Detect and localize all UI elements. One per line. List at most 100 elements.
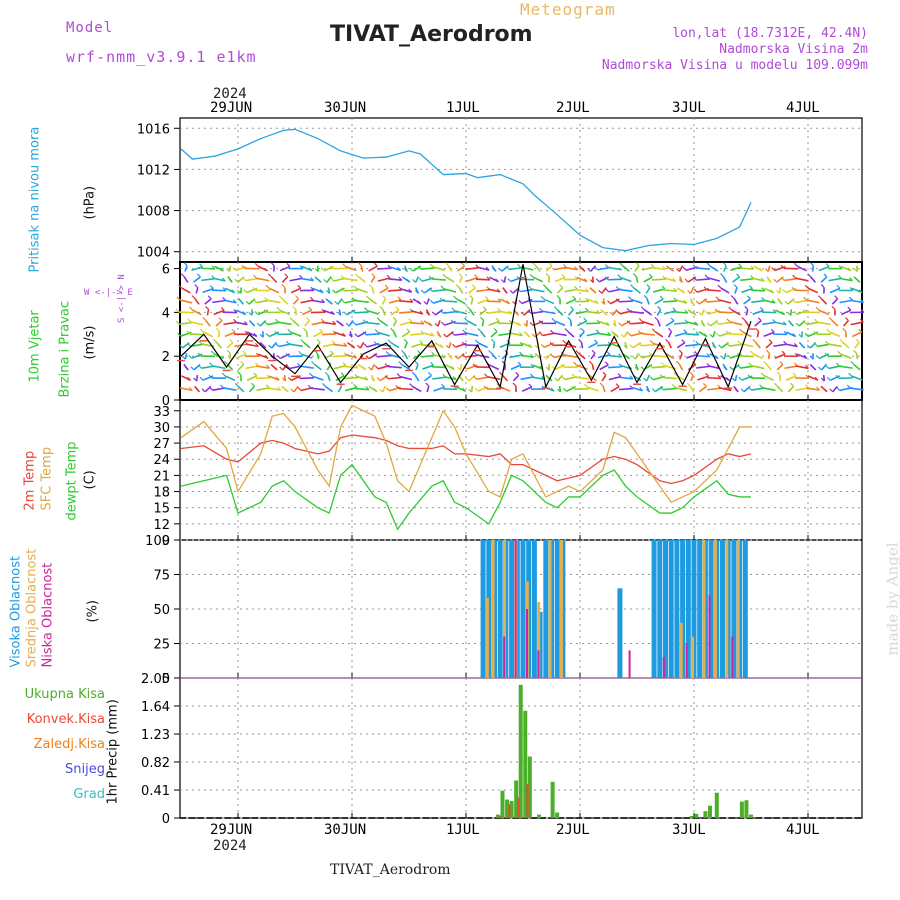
wind-barb-head [474,339,479,344]
wind-barb-head [770,289,774,294]
date-label: 4JUL [786,822,820,838]
wind-barb [807,287,819,294]
wind-barb [202,287,214,294]
wind-barb-head [526,333,531,338]
mid-cloud-bar [485,597,489,678]
wind-barb-head [263,308,268,313]
wind-barb-head [594,266,599,271]
elevation-label: Nadmorska Visina 2m [719,42,868,57]
wind-barb-head [684,309,689,314]
wind-barb [432,353,446,359]
wind-barb-head [242,350,247,355]
wind-barb [776,385,784,393]
wind-barb-head [776,371,781,376]
wind-barb [853,363,861,371]
wind-barb [829,287,841,294]
wind-barb-head [668,327,672,332]
wind-barb [820,298,828,305]
wind-barb-head [197,364,202,369]
wind-barb-head [239,300,244,305]
wind-barb-head [371,273,376,278]
wind-barb [193,276,201,283]
wind-barb [470,385,474,393]
wind-barb-head [334,300,339,305]
wind-barb [509,332,523,337]
wind-barb-head [825,340,829,345]
wind-barb-head [695,300,700,305]
wind-barb [422,364,434,370]
wind-barb [753,353,763,360]
wind-barb-head [588,360,593,365]
mid-cloud-bar [702,540,706,678]
wind-barb-head [818,366,822,371]
wind-barb-head [234,382,239,387]
wind-barb-head [648,352,653,357]
wind-barb-head [802,308,807,313]
wind-barb [469,309,475,316]
wind-barb-head [580,328,585,332]
wind-barb-head [847,267,852,272]
wind-barb-head [704,310,709,315]
wind-barb [765,341,773,349]
wind-barb [642,320,654,326]
wind-barb [718,321,732,325]
year-top-label: 2024 [213,86,247,102]
wind-barb [576,364,588,370]
wind-barb-head [264,354,269,359]
wind-barb [201,277,215,282]
wind-barb [554,320,566,327]
wind-barb [301,265,313,272]
wind-barb [774,353,786,359]
wind-barb [392,331,398,338]
wind-barb [542,332,556,337]
wind-barb [744,320,750,327]
wind-barb [564,288,578,293]
wind-barb [578,352,586,360]
wind-barb [411,342,423,348]
y-tick-label: 1016 [137,122,170,137]
wind-barb-head [654,316,659,321]
wind-barb-head [720,355,725,360]
wind-barb [490,330,498,338]
wind-barb [601,287,607,294]
wind-barb [674,310,688,314]
wind-barb [652,354,666,358]
wind-barb-head [698,311,703,316]
wind-barb-head [793,262,798,267]
wind-barb-head [317,278,322,283]
wind-barb [382,309,386,316]
wind-barb-head [276,355,281,359]
wind-barb-head [509,289,514,294]
wind-barb [851,287,863,294]
high-cloud-bar [531,540,537,678]
wind-barb [811,265,815,272]
wind-barb [709,320,719,327]
wind-barb-head [740,388,745,393]
wind-barb [345,265,357,272]
wind-barb [729,333,743,336]
wind-barb [498,310,512,315]
wind-barb [293,385,299,393]
wind-barb [424,374,432,382]
wind-barb-head [628,296,632,300]
wind-barb-head [231,328,236,333]
wind-barb [665,353,675,360]
wind-barb-head [251,382,255,387]
wind-barb-head [484,373,489,378]
wind-barb [667,330,673,338]
wind-barb-head [395,306,400,311]
wind-barb [554,276,566,283]
wind-barb [509,266,523,271]
wind-barb-head [641,306,645,311]
wind-barb [399,310,413,314]
wind-barb-head [454,355,459,360]
wind-barb-head [428,372,432,376]
wind-barb [608,375,622,381]
wind-barb-head [703,298,708,303]
wind-barb [634,352,640,360]
low-cloud-bar [628,650,631,678]
mid-cloud-bar [491,540,495,678]
wind-barb-head [419,340,424,344]
wind-barb-head [297,284,302,289]
wind-barb-head [692,276,697,281]
